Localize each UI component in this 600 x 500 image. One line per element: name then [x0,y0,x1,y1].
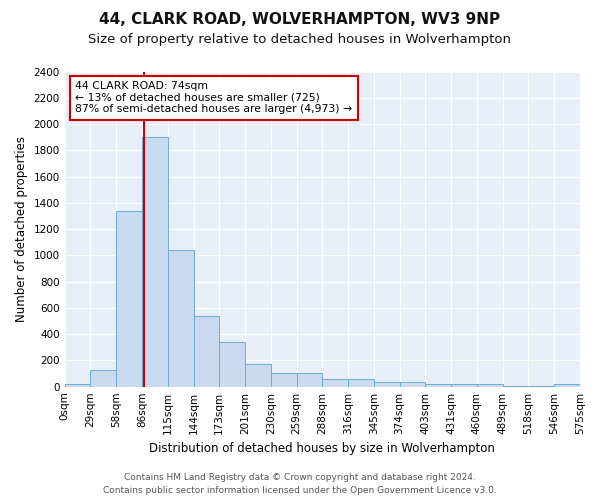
X-axis label: Distribution of detached houses by size in Wolverhampton: Distribution of detached houses by size … [149,442,495,455]
Bar [296,373,322,386]
Bar [400,382,425,386]
Bar [348,380,374,386]
Text: 44, CLARK ROAD, WOLVERHAMPTON, WV3 9NP: 44, CLARK ROAD, WOLVERHAMPTON, WV3 9NP [100,12,500,28]
Y-axis label: Number of detached properties: Number of detached properties [15,136,28,322]
Bar [168,250,193,386]
Bar [245,364,271,386]
Bar [91,370,116,386]
Bar [451,384,477,386]
Bar [193,316,219,386]
Bar [271,373,296,386]
Bar [142,137,168,386]
Text: Contains HM Land Registry data © Crown copyright and database right 2024.
Contai: Contains HM Land Registry data © Crown c… [103,474,497,495]
Bar [322,380,348,386]
Text: Size of property relative to detached houses in Wolverhampton: Size of property relative to detached ho… [89,32,511,46]
Bar [554,384,580,386]
Bar [65,384,91,386]
Bar [477,384,503,386]
Bar [219,342,245,386]
Bar [425,384,451,386]
Bar [116,210,142,386]
Bar [374,382,400,386]
Text: 44 CLARK ROAD: 74sqm
← 13% of detached houses are smaller (725)
87% of semi-deta: 44 CLARK ROAD: 74sqm ← 13% of detached h… [75,81,352,114]
